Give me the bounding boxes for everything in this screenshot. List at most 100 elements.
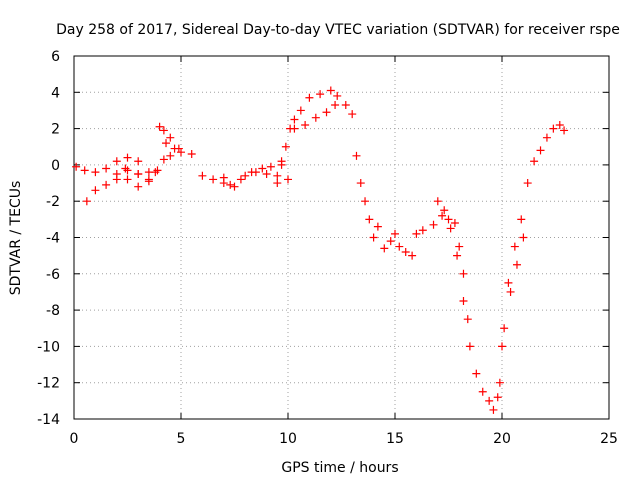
y-tick-label: -4	[46, 231, 60, 247]
data-point	[155, 122, 164, 131]
data-point	[290, 124, 299, 133]
data-point	[123, 175, 132, 184]
data-point	[478, 387, 487, 396]
data-point	[485, 396, 494, 405]
data-point	[247, 168, 256, 177]
data-point	[489, 405, 498, 414]
data-point	[166, 133, 175, 142]
y-axis-label: SDTVAR / TECUs	[8, 181, 24, 296]
data-point	[162, 139, 171, 148]
x-tick-label: 15	[386, 431, 404, 447]
y-tick-label: -8	[46, 303, 60, 319]
data-point	[91, 168, 100, 177]
data-point	[273, 179, 282, 188]
x-tick-label: 20	[493, 431, 511, 447]
data-point	[301, 120, 310, 129]
y-tick-label: 6	[51, 49, 60, 65]
data-point	[159, 126, 168, 135]
data-point	[523, 179, 532, 188]
data-point	[311, 113, 320, 122]
data-point	[472, 369, 481, 378]
data-point	[459, 297, 468, 306]
data-point	[455, 242, 464, 251]
data-point	[444, 215, 453, 224]
y-tick-label: -2	[46, 194, 60, 210]
x-tick-label: 25	[600, 431, 618, 447]
data-point	[121, 164, 130, 173]
y-tick-label: -14	[37, 412, 60, 428]
data-point	[517, 215, 526, 224]
data-point	[241, 171, 250, 180]
x-tick-label: 10	[279, 431, 297, 447]
data-point	[187, 150, 196, 159]
data-point	[530, 157, 539, 166]
data-point	[159, 155, 168, 164]
data-point	[504, 278, 513, 287]
data-point	[209, 175, 218, 184]
data-point	[134, 182, 143, 191]
data-point	[80, 166, 89, 175]
data-point	[380, 244, 389, 253]
data-point	[361, 197, 370, 206]
data-point	[144, 175, 153, 184]
tick-labels: 0 5 10 15 20 25 -14 -12 -10 -8 -6 -4 -2 0 2 4 6	[37, 49, 618, 447]
data-point	[446, 224, 455, 233]
data-point	[281, 142, 290, 151]
data-point	[198, 171, 207, 180]
data-point	[266, 162, 275, 171]
data-point	[440, 206, 449, 215]
data-point	[560, 126, 569, 135]
data-point	[177, 148, 185, 157]
grid-lines	[74, 56, 609, 419]
data-point	[373, 222, 382, 231]
data-point	[262, 169, 271, 178]
data-point	[273, 171, 282, 180]
data-point	[512, 260, 521, 269]
y-tick-label: 4	[51, 85, 60, 101]
data-point	[166, 151, 175, 160]
data-point	[459, 269, 468, 278]
data-point	[134, 169, 143, 178]
x-axis-label: GPS time / hours	[281, 460, 398, 476]
data-point	[284, 175, 292, 184]
data-point	[290, 115, 299, 124]
data-point	[151, 168, 160, 177]
data-point	[395, 242, 404, 251]
data-point	[91, 186, 100, 195]
y-tick-label: 0	[51, 158, 60, 174]
data-point	[82, 197, 91, 206]
data-point	[356, 179, 365, 188]
chart-title: Day 258 of 2017, Sidereal Day-to-day VTE…	[56, 22, 620, 38]
data-point	[493, 393, 502, 402]
data-point	[386, 237, 395, 246]
data-point	[365, 215, 374, 224]
data-point	[438, 211, 447, 220]
data-point	[322, 108, 331, 117]
data-point	[170, 144, 179, 153]
data-point	[429, 220, 438, 229]
data-point	[226, 180, 235, 189]
data-point	[369, 233, 378, 242]
data-point	[112, 157, 121, 166]
data-point	[316, 90, 325, 99]
data-point	[495, 378, 504, 387]
data-point	[408, 251, 417, 260]
data-point	[391, 229, 399, 238]
data-point	[348, 110, 357, 119]
data-point	[123, 153, 132, 162]
data-point	[450, 218, 459, 227]
data-point	[230, 182, 239, 191]
data-point	[277, 160, 286, 169]
data-point	[453, 251, 462, 260]
data-point	[102, 164, 111, 173]
data-point	[123, 166, 132, 175]
data-point	[401, 248, 410, 257]
x-tick-label: 5	[177, 431, 186, 447]
data-point	[326, 86, 335, 95]
data-point	[134, 157, 143, 166]
data-point	[433, 197, 442, 206]
y-tick-label: 2	[51, 122, 60, 138]
data-point	[498, 342, 506, 351]
data-points	[72, 86, 569, 414]
